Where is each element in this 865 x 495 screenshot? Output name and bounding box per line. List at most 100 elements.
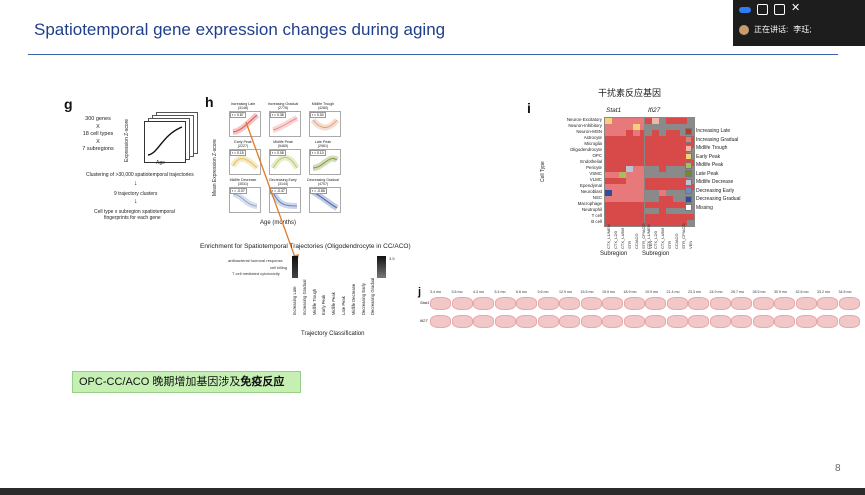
heatmap-cell (633, 166, 640, 172)
heatmap-cell (652, 160, 659, 166)
heatmap-cell (640, 214, 647, 220)
trajectory-category-label: Late Peak (341, 296, 346, 315)
heatmap-cell (626, 148, 633, 154)
heatmap-cell (687, 118, 694, 124)
heatmap-cell (687, 184, 694, 190)
heatmap-cell (633, 160, 640, 166)
heatmap-cell (640, 130, 647, 136)
heatmap-cell (640, 166, 647, 172)
brain-section (430, 297, 451, 310)
brain-section (623, 315, 645, 328)
brain-section (817, 315, 838, 328)
heatmap-cell (645, 184, 652, 190)
heatmap-cell (612, 118, 619, 124)
legend-swatch (685, 144, 692, 152)
subregion-label: CC/ACO (674, 233, 679, 249)
heatmap-cell (659, 178, 666, 184)
heatmap-cell (626, 178, 633, 184)
heatmap-cell (612, 142, 619, 148)
restore-window-icon[interactable] (757, 4, 768, 15)
brain-section (795, 297, 817, 310)
age-label: 34.5 mo (838, 290, 852, 294)
subregion-label: CTX_L4/5/6 (620, 227, 625, 249)
legend-item: Midlife Trough (685, 144, 740, 153)
heatmap-cell (680, 148, 687, 154)
heatmap-cell (673, 190, 680, 196)
heatmap-cell (640, 148, 647, 154)
heatmap-cell (605, 154, 612, 160)
panel-g-xlabel: Age (156, 160, 165, 166)
heatmap-cell (666, 214, 673, 220)
cell-type-label: Pericyte (586, 165, 602, 170)
heatmap-cell (626, 190, 633, 196)
panel-h-xlabel: Age (months) (260, 220, 297, 226)
heatmap-cell (645, 148, 652, 154)
heatmap-cell (640, 196, 647, 202)
panel-g-label: g (64, 96, 73, 112)
brain-section (494, 315, 516, 328)
trajectory-category-label: Increasing Late (292, 286, 297, 315)
heatmap-cell (652, 190, 659, 196)
heatmap-cell (612, 160, 619, 166)
enrichment-scale-max: 3.5 (389, 256, 395, 261)
heatmap-cell (652, 172, 659, 178)
legend-label: Midlife Trough (696, 145, 728, 152)
heatmap-cell (652, 196, 659, 202)
heatmap-cell (680, 154, 687, 160)
age-label: 6.6 mo (516, 290, 527, 294)
age-label: 19.9 mo (645, 290, 658, 294)
heatmap-cell (652, 178, 659, 184)
legend-swatch (685, 204, 692, 212)
heatmap-cell (659, 154, 666, 160)
heatmap-cell (619, 190, 626, 196)
clustering-step: Clustering of >30,000 spatiotemporal tra… (86, 172, 194, 178)
heatmap-cell (640, 220, 647, 226)
clusters-step: 9 trajectory clusters (114, 191, 158, 197)
minimize-icon[interactable] (739, 7, 751, 13)
age-label: 23.3 mo (688, 290, 701, 294)
heatmap-cell (659, 130, 666, 136)
heatmap-cell (626, 214, 633, 220)
heatmap-cell (645, 142, 652, 148)
heatmap-cell (619, 130, 626, 136)
heatmap-cell (687, 124, 694, 130)
heatmap-cell (673, 184, 680, 190)
age-label: 3.6 mo (451, 290, 463, 294)
heatmap-cell (645, 118, 652, 124)
legend-item: Missing (685, 204, 740, 213)
subregion-label: CTX_L1/MEN (606, 224, 611, 249)
brain-section (752, 297, 774, 310)
heatmap-cell (626, 196, 633, 202)
legend-swatch (685, 161, 692, 169)
heatmap-cell (605, 118, 612, 124)
panel-i-title: 干扰素反应基因 (598, 88, 662, 98)
legend-swatch (685, 153, 692, 161)
taskbar-strip (0, 488, 865, 495)
age-label: 24.9 mo (709, 290, 723, 294)
trajectory-cluster-panel: Decreasing Early (3144) r = -0.47 (264, 178, 302, 214)
heatmap-cell (680, 214, 687, 220)
heatmap-cell (640, 118, 647, 124)
fullscreen-icon[interactable] (774, 4, 785, 15)
arrow-down-icon: ↓ (134, 198, 138, 205)
heatmap-cell (612, 208, 619, 214)
heatmap-cell (666, 142, 673, 148)
cell-type-label: T cell (591, 213, 602, 218)
age-label: 4.3 mo (473, 290, 484, 294)
heatmap-cell (612, 214, 619, 220)
close-icon[interactable]: ✕ (791, 2, 801, 14)
heatmap-cell (633, 136, 640, 142)
trajectory-cluster-panel: Early Peak (2227) r = 0.15 (224, 140, 262, 176)
legend-label: Midlife Peak (696, 162, 724, 169)
heatmap-cell (640, 190, 647, 196)
heatmap-cell (687, 166, 694, 172)
legend-label: Decreasing Gradual (696, 196, 741, 203)
legend-item: Decreasing Early (685, 187, 740, 196)
heatmap-cell (626, 172, 633, 178)
heatmap-cell (680, 166, 687, 172)
trajectory-legend: Increasing Late Increasing Gradual Midlife… (685, 127, 740, 212)
heatmap-cell (619, 136, 626, 142)
heatmap-cell (673, 172, 680, 178)
heatmap-cell (619, 178, 626, 184)
